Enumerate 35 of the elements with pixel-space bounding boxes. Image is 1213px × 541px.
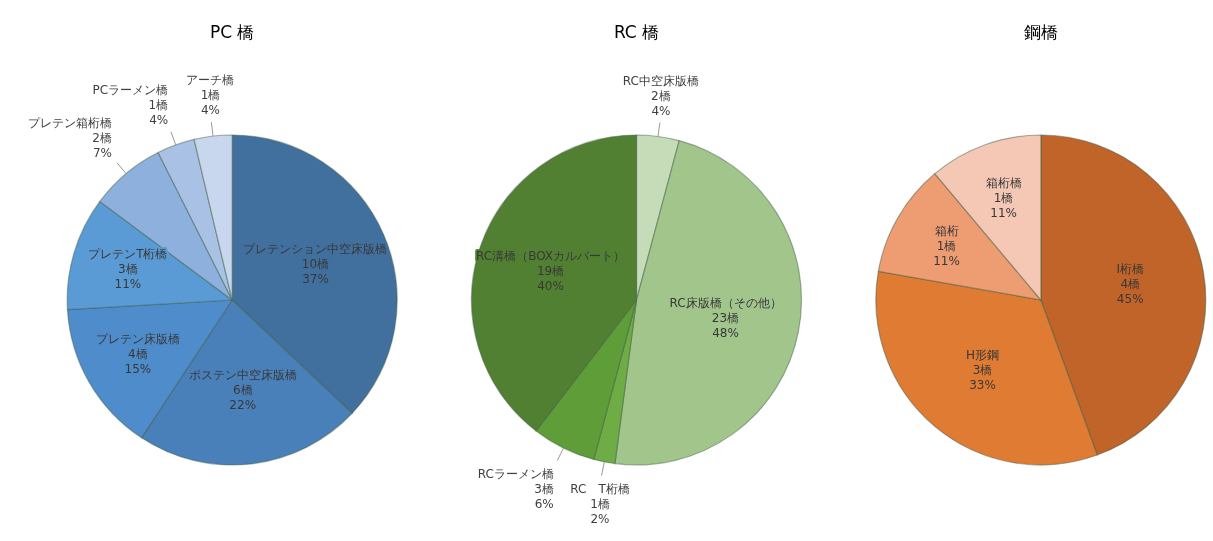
slice-label: I桁橋 [1116, 262, 1144, 277]
data-label: 2橋 4% [651, 88, 671, 118]
data-label: 1橋 4% [200, 88, 221, 118]
chart-title: RC 橋 [613, 22, 660, 42]
data-label: 3橋 6% [534, 481, 554, 511]
slice-label: 箱桁 [934, 223, 959, 238]
slice-label: H形鋼 [965, 347, 1000, 362]
data-label: 1橋 11% [933, 238, 960, 268]
slice-label: RC溝橋（BOXカルバート） [476, 248, 626, 263]
data-label: 2橋 7% [92, 130, 112, 160]
slice-label: 箱桁橋 [985, 175, 1022, 190]
data-label: 1橋 2% [590, 497, 610, 527]
slice-label: アーチ橋 [186, 73, 235, 88]
data-label: 4橋 45% [1116, 277, 1144, 307]
slice-label: プレテン床版橋 [95, 332, 180, 347]
slice-label: RC床版橋（その他） [669, 295, 782, 310]
slice-label: プレテンション中空床版橋 [243, 242, 388, 257]
data-label: 4橋 15% [124, 347, 152, 377]
data-label: 19橋 40% [536, 263, 565, 293]
data-label: 3橋 33% [969, 362, 996, 392]
chart-title: 鋼橋 [1023, 22, 1058, 42]
slice-label: プレテンT桁橋 [88, 246, 168, 261]
slice-label: RCラーメン橋 [477, 466, 554, 481]
slice-label: RC T桁橋 [570, 482, 630, 497]
slice-label: RC中空床版橋 [622, 73, 699, 88]
data-label: 10橋 37% [301, 257, 330, 287]
data-label: 3橋 11% [114, 261, 142, 291]
data-label: 1橋 4% [148, 98, 169, 128]
data-label: 23橋 48% [711, 310, 740, 340]
slice-label: ポステン中空床版橋 [188, 368, 297, 383]
data-label: 1橋 11% [990, 190, 1017, 220]
slice-label: プレテン箱桁橋 [27, 115, 112, 130]
chart-title: PC 橋 [209, 22, 255, 42]
data-label: 6橋 22% [229, 383, 257, 413]
slice-label: PCラーメン橋 [92, 83, 169, 98]
